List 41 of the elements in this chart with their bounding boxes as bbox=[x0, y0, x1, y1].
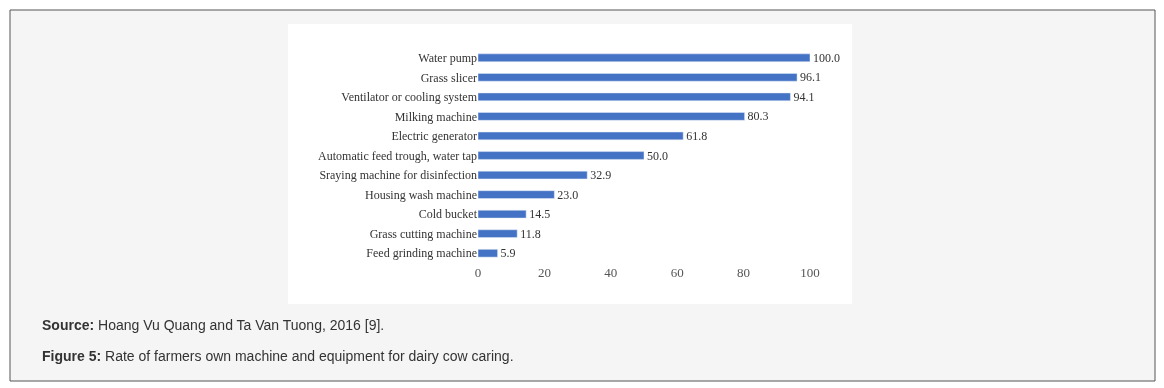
bar bbox=[478, 229, 518, 238]
data-label: 5.9 bbox=[500, 246, 516, 261]
caption: Figure 5: Rate of farmers own machine and equipment for dairy cow caring. bbox=[42, 348, 514, 364]
y-tick-label: Housing wash machine bbox=[365, 187, 477, 202]
bar bbox=[478, 131, 684, 141]
y-tick-label: Grass slicer bbox=[420, 70, 477, 85]
y-tick-label: Automatic feed trough, water tap bbox=[318, 148, 477, 163]
y-tick-label: Feed grinding machine bbox=[366, 246, 477, 261]
x-tick-label: 60 bbox=[670, 265, 684, 280]
bar bbox=[478, 209, 527, 219]
bar bbox=[478, 170, 588, 180]
data-label: 80.3 bbox=[747, 109, 769, 124]
y-tick-label: Sraying machine for disinfection bbox=[319, 168, 477, 183]
data-label: 50.0 bbox=[647, 148, 668, 163]
bar bbox=[478, 249, 498, 258]
data-label: 14.5 bbox=[529, 207, 551, 222]
x-tick-label: 100 bbox=[800, 265, 820, 280]
bar bbox=[478, 73, 798, 82]
y-tick-label: Grass cutting machine bbox=[369, 226, 477, 241]
y-tick-label: Ventilator or cooling system bbox=[341, 90, 478, 105]
x-tick-label: 80 bbox=[737, 265, 751, 280]
data-label: 96.1 bbox=[800, 70, 822, 85]
bar bbox=[478, 92, 791, 102]
bar bbox=[478, 151, 645, 160]
bar bbox=[478, 112, 745, 121]
x-tick-label: 20 bbox=[537, 265, 551, 280]
x-tick-label: 0 bbox=[474, 265, 482, 280]
data-label: 11.8 bbox=[520, 226, 541, 241]
data-label: 94.1 bbox=[793, 89, 815, 104]
y-tick-label: Cold bucket bbox=[418, 207, 478, 222]
x-tick-label: 40 bbox=[604, 265, 618, 280]
bar bbox=[478, 190, 555, 199]
source-note: Source: Hoang Vu Quang and Ta Van Tuong, 2016 [9]. bbox=[42, 317, 385, 333]
y-tick-label: Milking machine bbox=[394, 109, 477, 124]
data-label: 100.0 bbox=[813, 50, 840, 65]
data-label: 61.8 bbox=[686, 128, 708, 143]
data-label: 23.0 bbox=[557, 187, 579, 202]
y-tick-label: Electric generator bbox=[391, 129, 477, 144]
data-label: 32.9 bbox=[590, 168, 612, 183]
bar bbox=[478, 53, 810, 62]
y-tick-label: Water pump bbox=[418, 50, 477, 65]
